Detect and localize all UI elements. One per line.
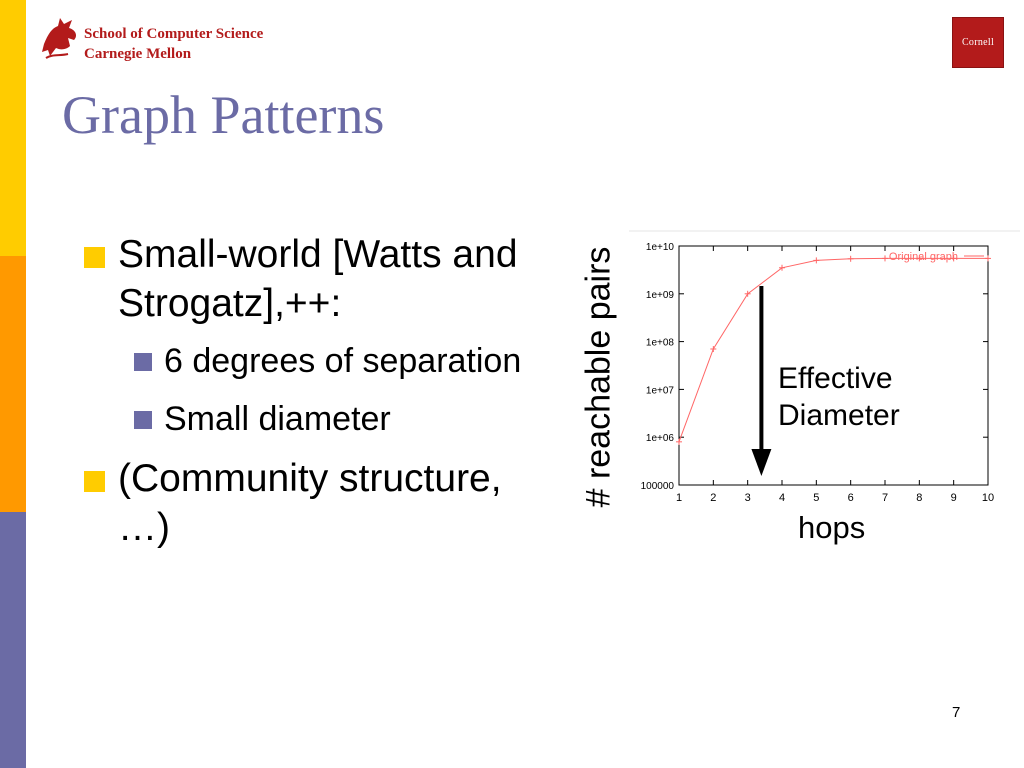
school-name: School of Computer Science Carnegie Mell…: [84, 24, 263, 64]
sub-bullet-square-icon: [134, 353, 152, 371]
bullet-2-text: (Community structure, …): [118, 457, 502, 549]
x-tick-label: 10: [982, 492, 994, 504]
side-bar-orange: [0, 256, 26, 512]
annotation-line-2: Diameter: [778, 399, 900, 432]
x-tick-label: 3: [745, 492, 751, 504]
effective-diameter-arrow-icon: [751, 449, 772, 476]
y-axis-label: # reachable pairs: [579, 246, 618, 508]
x-tick-label: 8: [916, 492, 922, 504]
x-tick-label: 1: [676, 492, 682, 504]
x-tick-label: 6: [848, 492, 854, 504]
sub-bullet-2: Small diameter: [84, 390, 524, 448]
reachable-pairs-chart: 100000 1e+06 1e+07 1e+08 1e+09 1e+10 1 2 3 4 5 6 7 8…: [629, 230, 1020, 504]
sub-bullet-1: 6 degrees of separation: [84, 332, 524, 390]
y-tick-label: 1e+10: [646, 242, 675, 253]
side-bar-purple: [0, 512, 26, 768]
cornell-logo: Cornell: [952, 17, 1004, 68]
cornell-logo-text: Cornell: [961, 37, 995, 48]
y-tick-label: 1e+07: [646, 385, 675, 396]
x-tick-label: 4: [779, 492, 785, 504]
bullet-1: Small-world [Watts and Strogatz],++:: [84, 230, 524, 328]
annotation-line-1: Effective: [778, 362, 893, 395]
school-line-1: School of Computer Science: [84, 26, 264, 42]
y-axis-label-box: # reachable pairs: [578, 245, 620, 510]
legend-label: Original graph: [889, 251, 958, 263]
series-line-original-graph: [678, 257, 988, 442]
x-tick-label: 5: [813, 492, 819, 504]
x-tick-label: 9: [951, 492, 957, 504]
bullet-1-text: Small-world [Watts and Strogatz],++:: [118, 233, 518, 325]
griffin-logo-icon: [42, 18, 77, 59]
y-tick-label: 1e+08: [646, 338, 675, 349]
page-number: 7: [952, 704, 961, 721]
effective-diameter-annotation: Effective Diameter: [778, 360, 900, 434]
side-bar-yellow: [0, 0, 26, 256]
y-tick-label: 1e+06: [646, 433, 675, 444]
y-tick-label: 1e+09: [646, 290, 675, 301]
x-axis-label: hops: [798, 510, 866, 545]
bullet-square-icon: [84, 471, 105, 492]
bullet-list: Small-world [Watts and Strogatz],++: 6 d…: [84, 230, 524, 556]
y-tick-label: 100000: [641, 481, 675, 492]
x-tick-label: 7: [882, 492, 888, 504]
slide-title: Graph Patterns: [62, 85, 385, 145]
plot-frame: [678, 245, 989, 486]
bullet-2: (Community structure, …): [84, 454, 524, 552]
sub-bullet-2-text: Small diameter: [164, 400, 391, 438]
x-tick-label: 2: [710, 492, 716, 504]
school-line-2: Carnegie Mellon: [84, 46, 192, 62]
sub-bullet-1-text: 6 degrees of separation: [164, 342, 522, 380]
bullet-square-icon: [84, 247, 105, 268]
sub-bullet-square-icon: [134, 411, 152, 429]
